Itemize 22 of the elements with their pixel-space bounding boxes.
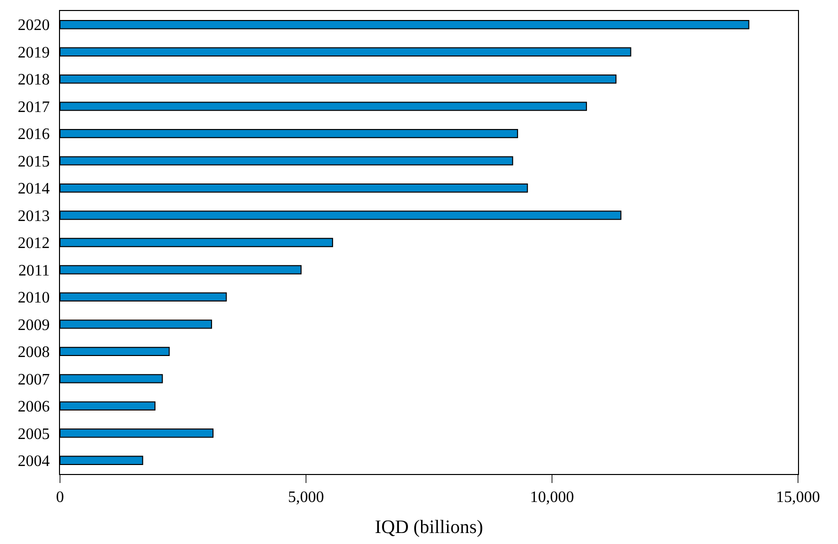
y-tick-label: 2018 [18, 72, 50, 89]
y-tick-label: 2012 [18, 235, 50, 252]
y-tick-label: 2015 [18, 153, 50, 170]
y-tick-label: 2020 [18, 17, 50, 34]
x-tick-label: 10,000 [530, 489, 574, 506]
y-tick-label: 2005 [18, 426, 50, 443]
y-tick-label: 2017 [18, 98, 50, 116]
x-tick-label: 0 [56, 489, 64, 506]
x-tick-label: 15,000 [776, 489, 820, 506]
y-tick-label: 2011 [18, 262, 50, 280]
y-tick-label: 2016 [18, 126, 50, 144]
y-tick-label: 2009 [18, 316, 50, 334]
y-tick-label: 2013 [18, 208, 50, 225]
x-tick-label: 5,000 [288, 489, 324, 506]
x-axis-title: IQD (billions) [374, 517, 484, 538]
y-tick-label: 2008 [18, 344, 50, 362]
y-tick-label: 2010 [18, 290, 50, 307]
y-tick-label: 2004 [18, 452, 50, 470]
y-tick-label: 2014 [18, 180, 50, 198]
y-tick-label: 2007 [18, 371, 50, 388]
y-tick-label: 2019 [18, 44, 50, 62]
y-tick-label: 2006 [18, 398, 50, 416]
